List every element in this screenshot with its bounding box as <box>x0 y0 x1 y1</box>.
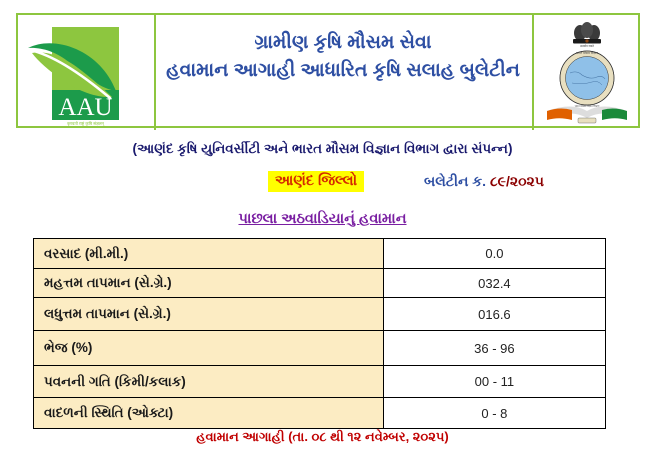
svg-text:भारत मौसम विज्ञान: भारत मौसम विज्ञान <box>576 51 598 55</box>
svg-text:AAU: AAU <box>58 94 112 121</box>
svg-text:कृरवतो राष्ट्रं कृषि संज्ञलन्: कृरवतो राष्ट्रं कृषि संज्ञलन् <box>67 121 105 127</box>
svg-text:सत्यमेव जयते: सत्यमेव जयते <box>580 44 594 48</box>
